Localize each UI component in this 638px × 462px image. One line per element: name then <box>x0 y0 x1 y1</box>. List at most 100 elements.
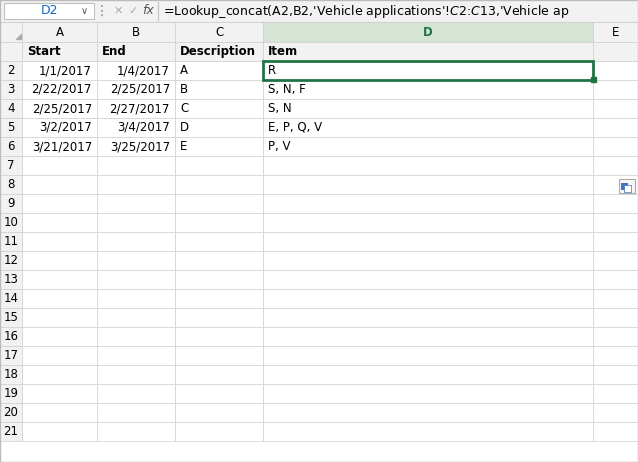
Text: 2/22/2017: 2/22/2017 <box>32 83 92 96</box>
Bar <box>593 22 638 42</box>
Bar <box>593 251 638 270</box>
Text: 2/25/2017: 2/25/2017 <box>110 83 170 96</box>
Bar <box>263 61 593 80</box>
Bar <box>22 137 97 156</box>
Bar <box>175 175 263 194</box>
Text: 1/1/2017: 1/1/2017 <box>39 64 92 77</box>
Bar <box>0 137 22 156</box>
Bar <box>97 156 175 175</box>
Bar <box>263 346 593 365</box>
Bar <box>593 99 638 118</box>
Text: 19: 19 <box>3 387 19 400</box>
Bar <box>263 308 593 327</box>
Bar <box>22 42 97 61</box>
Bar <box>593 213 638 232</box>
Bar <box>593 403 638 422</box>
Text: 2/25/2017: 2/25/2017 <box>32 102 92 115</box>
Bar <box>593 346 638 365</box>
Bar <box>22 232 97 251</box>
Text: P, V: P, V <box>268 140 290 153</box>
Bar <box>263 232 593 251</box>
Bar <box>0 175 22 194</box>
Bar <box>593 289 638 308</box>
Bar <box>593 270 638 289</box>
Bar <box>593 384 638 403</box>
Text: S, N, F: S, N, F <box>268 83 306 96</box>
Bar <box>97 42 175 61</box>
Text: ✕: ✕ <box>114 6 123 16</box>
Bar <box>593 232 638 251</box>
Bar <box>621 182 628 189</box>
Text: D: D <box>180 121 189 134</box>
Text: B: B <box>180 83 188 96</box>
Bar <box>0 384 22 403</box>
Bar <box>97 365 175 384</box>
Bar <box>263 270 593 289</box>
Bar <box>97 327 175 346</box>
Bar <box>175 422 263 441</box>
Bar <box>175 213 263 232</box>
Bar <box>97 403 175 422</box>
Bar <box>593 61 638 80</box>
Text: 14: 14 <box>3 292 19 305</box>
Text: End: End <box>102 45 127 58</box>
Bar <box>22 403 97 422</box>
Bar <box>593 365 638 384</box>
Bar <box>593 118 638 137</box>
Bar <box>22 156 97 175</box>
Bar <box>593 422 638 441</box>
Bar <box>22 327 97 346</box>
Bar <box>22 61 97 80</box>
Text: ✓: ✓ <box>128 6 137 16</box>
Bar <box>97 270 175 289</box>
Text: 1/4/2017: 1/4/2017 <box>117 64 170 77</box>
Text: 21: 21 <box>3 425 19 438</box>
Text: 3/21/2017: 3/21/2017 <box>32 140 92 153</box>
Bar <box>175 365 263 384</box>
Text: D2: D2 <box>40 5 58 18</box>
Text: ∨: ∨ <box>80 6 87 16</box>
Bar <box>22 251 97 270</box>
Bar <box>175 156 263 175</box>
Bar <box>175 270 263 289</box>
Bar <box>263 137 593 156</box>
Bar <box>0 80 22 99</box>
Bar <box>175 194 263 213</box>
Bar <box>593 308 638 327</box>
Bar <box>263 422 593 441</box>
Bar <box>22 365 97 384</box>
Bar <box>263 99 593 118</box>
Bar <box>97 99 175 118</box>
Text: Item: Item <box>268 45 298 58</box>
Bar <box>97 232 175 251</box>
Text: 11: 11 <box>3 235 19 248</box>
Bar <box>591 77 596 82</box>
Bar <box>97 175 175 194</box>
Bar <box>175 308 263 327</box>
Bar <box>593 137 638 156</box>
Bar <box>175 384 263 403</box>
Bar <box>22 99 97 118</box>
Bar <box>263 403 593 422</box>
Bar <box>263 251 593 270</box>
Polygon shape <box>16 34 21 39</box>
Text: 10: 10 <box>4 216 19 229</box>
Bar <box>22 422 97 441</box>
Bar <box>175 346 263 365</box>
Bar <box>97 289 175 308</box>
Bar <box>263 156 593 175</box>
Bar <box>0 346 22 365</box>
Bar <box>97 22 175 42</box>
Text: 12: 12 <box>3 254 19 267</box>
Bar <box>263 42 593 61</box>
Bar <box>175 99 263 118</box>
Bar <box>0 422 22 441</box>
Bar <box>0 22 22 42</box>
Text: S, N: S, N <box>268 102 292 115</box>
Bar <box>175 137 263 156</box>
Bar <box>175 22 263 42</box>
Bar <box>0 213 22 232</box>
Text: 13: 13 <box>4 273 19 286</box>
Bar <box>0 289 22 308</box>
Bar <box>175 118 263 137</box>
